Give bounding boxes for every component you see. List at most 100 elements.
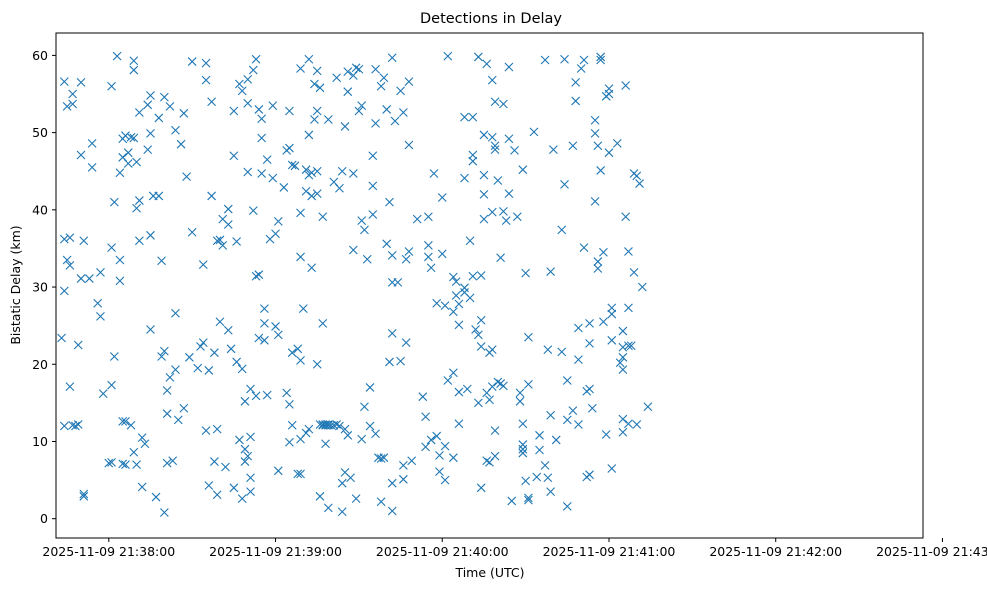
data-point-marker <box>57 333 66 343</box>
y-axis: 0 10 20 30 40 50 60 <box>32 48 56 526</box>
data-point-marker <box>599 317 608 327</box>
data-point-marker <box>59 77 69 87</box>
data-point-marker <box>87 139 97 148</box>
plot-area <box>56 33 923 538</box>
data-point-marker <box>490 141 500 151</box>
data-point-marker <box>246 473 255 483</box>
data-point-marker <box>479 189 489 199</box>
data-point-marker <box>398 474 408 484</box>
data-point-marker <box>215 235 225 245</box>
data-point-marker <box>643 402 653 412</box>
data-point-marker <box>121 460 130 470</box>
data-point-marker <box>287 420 297 430</box>
data-point-marker <box>376 454 386 463</box>
data-point-marker <box>490 145 500 154</box>
data-point-marker <box>423 252 433 262</box>
data-point-marker <box>65 233 75 243</box>
data-point-marker <box>493 176 503 185</box>
data-point-marker <box>248 65 258 75</box>
data-point-marker <box>621 81 631 90</box>
data-point-marker <box>212 424 222 434</box>
data-point-marker <box>132 203 141 213</box>
data-point-marker <box>210 348 219 358</box>
y-tick-label: 0 <box>40 511 48 526</box>
data-point-marker <box>562 415 572 425</box>
x-tick-label: 2025-11-09 21:40:00 <box>376 544 509 559</box>
data-point-marker <box>618 326 628 336</box>
data-point-marker <box>593 257 603 266</box>
data-point-marker <box>549 145 558 154</box>
data-point-marker <box>93 298 103 308</box>
data-point-marker <box>510 145 519 155</box>
x-tick-label: 2025-11-09 21:43:00 <box>876 544 987 559</box>
data-point-marker <box>134 236 144 246</box>
data-point-marker <box>315 491 325 501</box>
data-point-marker <box>418 392 428 402</box>
data-point-marker <box>323 503 333 513</box>
data-point-marker <box>390 116 400 126</box>
y-tick-label: 40 <box>32 202 48 217</box>
data-point-marker <box>223 325 233 335</box>
data-point-marker <box>365 383 375 392</box>
data-point-marker <box>487 132 497 142</box>
chart-title: Detections in Delay <box>420 11 562 27</box>
data-point-marker <box>387 328 397 338</box>
data-point-marker <box>348 169 358 178</box>
data-point-marker <box>260 318 269 328</box>
data-point-marker <box>440 475 450 485</box>
data-point-marker <box>593 141 603 151</box>
data-point-marker <box>296 64 305 73</box>
data-point-marker <box>159 92 169 102</box>
data-point-marker <box>482 456 492 466</box>
data-point-marker <box>540 461 550 470</box>
data-point-marker <box>182 172 191 182</box>
data-point-marker <box>123 159 133 168</box>
data-point-marker <box>574 420 583 429</box>
data-point-marker <box>387 53 397 63</box>
data-point-marker <box>493 377 503 387</box>
data-point-marker <box>368 151 378 161</box>
data-point-marker <box>382 239 392 249</box>
data-point-marker <box>468 156 478 166</box>
data-point-marker <box>357 434 367 444</box>
data-point-marker <box>579 243 589 253</box>
y-tick-label: 10 <box>32 434 48 449</box>
data-point-marker <box>229 106 239 116</box>
data-point-marker <box>421 412 430 422</box>
data-point-marker <box>184 352 194 362</box>
data-point-marker <box>201 426 211 436</box>
data-point-marker <box>198 338 208 348</box>
data-point-marker <box>285 106 294 116</box>
data-point-marker <box>454 320 464 330</box>
data-point-marker <box>223 220 233 229</box>
data-point-marker <box>268 101 278 110</box>
data-point-marker <box>587 403 597 413</box>
data-point-marker <box>543 345 553 354</box>
data-point-marker <box>65 382 75 392</box>
data-point-marker <box>301 165 311 175</box>
data-point-marker <box>546 267 556 276</box>
data-point-marker <box>507 496 517 506</box>
data-point-marker <box>68 99 78 109</box>
data-point-marker <box>629 267 639 277</box>
data-point-marker <box>462 384 472 394</box>
data-point-marker <box>379 73 389 83</box>
data-point-marker <box>337 478 347 488</box>
data-point-marker <box>237 86 247 96</box>
data-point-marker <box>476 342 486 351</box>
data-point-marker <box>301 428 311 438</box>
data-point-marker <box>235 79 244 89</box>
data-point-marker <box>251 391 261 401</box>
data-point-marker <box>226 344 236 354</box>
data-point-marker <box>568 406 578 415</box>
data-point-marker <box>535 445 544 455</box>
data-point-marker <box>79 489 89 499</box>
data-point-marker <box>293 469 303 479</box>
data-point-marker <box>618 365 628 375</box>
data-point-marker <box>204 366 214 375</box>
data-point-marker <box>79 491 89 501</box>
data-point-marker <box>96 267 105 277</box>
plot-frame <box>55 32 924 539</box>
data-point-marker <box>354 106 364 116</box>
